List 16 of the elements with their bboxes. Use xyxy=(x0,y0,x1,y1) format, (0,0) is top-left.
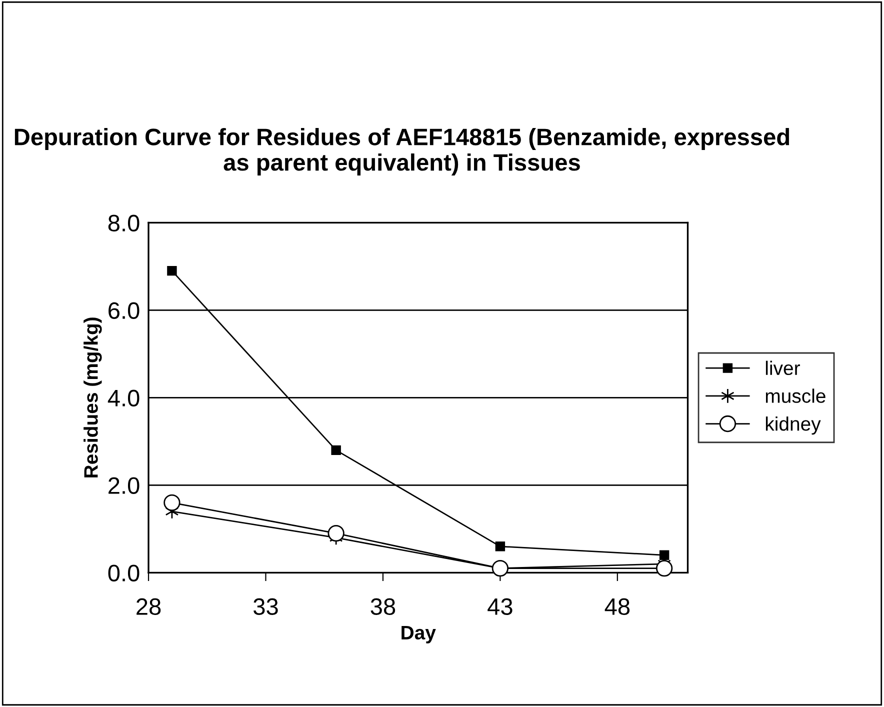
y-tick-label: 6.0 xyxy=(108,302,140,319)
legend-label: liver xyxy=(766,360,800,376)
x-tick-label: 28 xyxy=(136,598,161,616)
y-tick-label: 0.0 xyxy=(108,564,140,582)
x-tick-label: 33 xyxy=(254,598,278,616)
y-tick-label: 8.0 xyxy=(108,214,140,232)
chart-title: Depuration Curve for Residues of AEF148815 (Benzamide, expressed as parent equivalent) in Tissues xyxy=(14,128,790,176)
x-axis-title: Day xyxy=(402,626,436,644)
legend-label: kidney xyxy=(766,416,821,435)
y-tick-label: 2.0 xyxy=(108,477,140,494)
legend-label: muscle xyxy=(766,388,826,403)
x-tick-label: 43 xyxy=(488,598,512,616)
y-tick-label: 4.0 xyxy=(108,390,140,406)
y-axis-title: Residues (mg/kg) xyxy=(84,318,102,478)
x-tick-label: 38 xyxy=(370,598,396,616)
x-tick-label: 48 xyxy=(604,598,630,616)
